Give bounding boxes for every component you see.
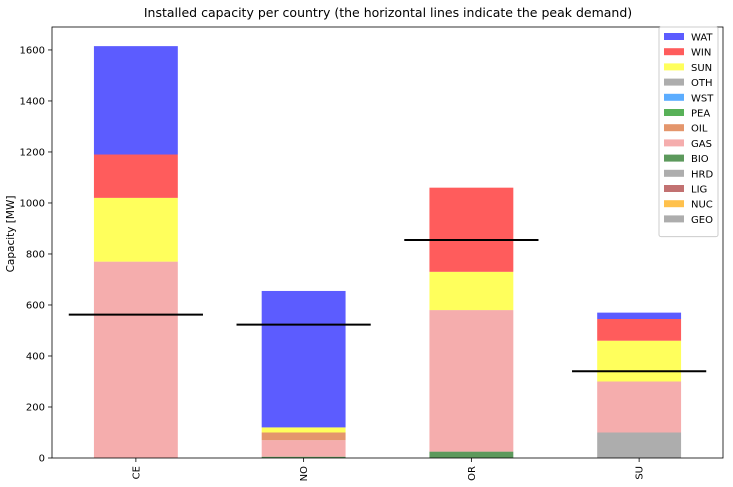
bar-gas-or (429, 310, 514, 452)
y-tick-label: 0 (39, 454, 45, 465)
plot-area: 0 200 400 600 800 1000 1200 1400 1600 CE NO OR SU (20, 26, 724, 481)
y-tick-label: 1000 (20, 198, 45, 209)
x-tick-label: NO (299, 466, 310, 481)
bar-sun-or (429, 271, 514, 311)
legend-label-win: WIN (691, 48, 711, 59)
bar-bio-no (261, 456, 346, 458)
legend-label-pea: PEA (691, 109, 710, 120)
legend-label-bio: BIO (691, 154, 709, 165)
legend-swatch-bio (664, 154, 684, 162)
legend-swatch-win (664, 48, 684, 56)
legend-label-hrd: HRD (691, 169, 713, 180)
legend-swatch-geo (664, 215, 684, 223)
bar-sun-ce (93, 197, 178, 262)
y-tick-label: 800 (26, 249, 45, 260)
bar-oil-no (261, 432, 346, 441)
legend-swatch-wat (664, 33, 684, 40)
bar-win-or (429, 187, 514, 272)
legend-label-gas: GAS (691, 139, 712, 150)
y-tick-label: 1600 (20, 45, 45, 56)
y-axis-label: Capacity [MW] (5, 196, 17, 273)
legend-label-wat: WAT (691, 33, 713, 44)
legend-swatch-wst (664, 93, 684, 101)
legend-swatch-hrd (664, 169, 684, 177)
x-tick-label: OR (467, 466, 478, 481)
x-tick-label: SU (635, 466, 646, 480)
x-tick-label: CE (131, 466, 142, 479)
y-tick-label: 600 (26, 300, 45, 311)
legend-label-lig: LIG (691, 185, 707, 196)
bar-geo-su (597, 432, 682, 458)
bar-win-su (597, 319, 682, 341)
legend-swatch-sun (664, 63, 684, 71)
axes-frame (51, 26, 724, 459)
legend-swatch-oil (664, 124, 684, 132)
bar-gas-ce (93, 261, 178, 458)
legend-swatch-gas (664, 139, 684, 147)
legend-swatch-nuc (664, 200, 684, 208)
bar-bio-or (429, 451, 514, 458)
bar-gas-no (261, 440, 346, 457)
y-tick-label: 1200 (20, 147, 45, 158)
legend-label-sun: SUN (691, 63, 712, 74)
legend-label-oth: OTH (691, 78, 713, 89)
bar-gas-su (597, 381, 682, 433)
legend-label-wst: WST (691, 93, 714, 104)
bar-wat-no (261, 290, 346, 428)
bar-wat-su (597, 312, 682, 320)
chart-title: Installed capacity per country (the hori… (144, 5, 632, 20)
legend: WAT WIN SUN OTH WST PEA OIL GAS BIO HRD LIG NUC GEO (658, 26, 719, 238)
bar-sun-no (261, 427, 346, 433)
y-tick-label: 200 (26, 402, 45, 413)
bar-sun-su (597, 340, 682, 382)
legend-swatch-lig (664, 185, 684, 192)
bar-win-ce (93, 154, 178, 198)
legend-swatch-pea (664, 109, 684, 116)
legend-swatch-oth (664, 78, 684, 86)
legend-label-oil: OIL (691, 124, 708, 135)
y-tick-label: 1400 (20, 96, 45, 107)
bar-wat-ce (93, 46, 178, 155)
y-tick-label: 400 (26, 351, 45, 362)
legend-label-nuc: NUC (691, 200, 713, 211)
legend-label-geo: GEO (691, 215, 713, 226)
